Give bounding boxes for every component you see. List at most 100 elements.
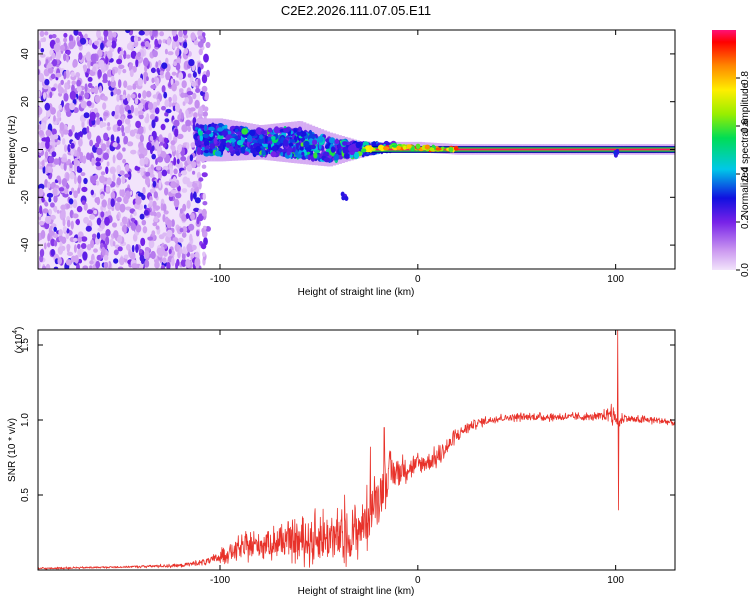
noise-blob — [196, 230, 200, 237]
carrier-blob — [406, 144, 412, 149]
noise-blob — [159, 250, 163, 258]
noise-blob — [149, 30, 153, 37]
noise-blob — [166, 229, 173, 238]
noise-blob — [192, 182, 198, 188]
noise-blob — [83, 216, 90, 224]
band-blob — [248, 129, 256, 136]
noise-blob — [44, 201, 49, 207]
band-blob — [255, 145, 261, 153]
noise-blob — [141, 219, 147, 226]
band-blob — [240, 146, 246, 154]
noise-blob — [145, 171, 151, 177]
noise-blob — [96, 147, 103, 156]
noise-blob — [181, 188, 188, 193]
noise-blob — [202, 201, 208, 206]
noise-blob — [95, 165, 102, 171]
noise-blob — [201, 208, 207, 217]
band-blob — [224, 124, 228, 129]
noise-blob — [62, 192, 69, 198]
noise-blob — [81, 127, 88, 135]
noise-blob — [52, 187, 58, 197]
noise-blob — [53, 205, 58, 213]
noise-blob — [76, 79, 81, 87]
spectrogram-y-tick-label: 20 — [20, 96, 31, 108]
noise-blob — [189, 233, 193, 242]
noise-blob — [150, 84, 157, 90]
band-blob — [325, 138, 330, 143]
noise-blob — [134, 107, 139, 116]
noise-blob — [102, 102, 107, 110]
noise-blob — [107, 197, 111, 206]
noise-blob — [152, 222, 158, 227]
noise-blob — [176, 133, 184, 139]
noise-blob — [128, 249, 132, 257]
noise-blob — [102, 152, 109, 160]
noise-blob — [45, 215, 52, 224]
noise-blob — [164, 137, 168, 144]
snr-scale-prefix: (x10 — [14, 333, 25, 353]
snr-series-line — [38, 330, 675, 570]
noise-blob — [55, 37, 60, 44]
carrier-blob — [369, 146, 374, 151]
noise-blob — [60, 79, 64, 86]
noise-blob — [72, 213, 79, 219]
noise-blob — [77, 258, 83, 264]
band-blob — [327, 155, 332, 159]
band-blob — [300, 131, 307, 137]
carrier-blob — [453, 145, 459, 151]
noise-blob — [205, 41, 211, 49]
noise-blob — [80, 100, 87, 109]
noise-blob — [98, 59, 105, 69]
band-blob — [261, 149, 266, 156]
noise-blob — [53, 158, 60, 165]
noise-blob — [89, 265, 93, 269]
noise-blob — [53, 115, 56, 122]
band-blob — [196, 140, 200, 148]
noise-blob — [87, 131, 92, 140]
band-blob — [344, 153, 350, 158]
noise-blob — [70, 142, 75, 149]
noise-blob — [89, 214, 96, 220]
noise-blob — [126, 85, 133, 91]
noise-blob — [133, 211, 137, 216]
noise-blob — [103, 30, 109, 37]
noise-blob — [171, 145, 176, 152]
band-blob — [299, 146, 304, 151]
band-blob — [330, 146, 336, 153]
noise-blob — [91, 157, 95, 166]
noise-blob — [154, 116, 159, 123]
noise-blob — [51, 128, 57, 136]
noise-blob — [135, 224, 142, 233]
noise-blob — [145, 76, 149, 82]
noise-blob — [176, 150, 179, 158]
noise-blob — [45, 129, 52, 137]
noise-blob — [112, 142, 118, 148]
carrier-blob — [424, 144, 430, 150]
noise-blob — [63, 188, 69, 195]
noise-blob — [152, 50, 158, 58]
noise-blob — [119, 170, 125, 176]
noise-blob — [178, 36, 184, 43]
noise-blob — [90, 189, 95, 196]
noise-blob — [87, 82, 93, 88]
noise-blob — [38, 187, 44, 197]
noise-blob — [140, 41, 146, 47]
noise-blob — [38, 183, 45, 190]
noise-blob — [137, 125, 144, 135]
snr-y-label: SNR (10 * v/v) — [7, 418, 18, 482]
noise-blob — [197, 35, 204, 40]
band-blob — [208, 126, 215, 132]
noise-blob — [45, 263, 51, 269]
noise-blob — [190, 212, 195, 221]
noise-blob — [122, 147, 126, 152]
noise-blob — [160, 150, 167, 159]
noise-blob — [110, 79, 116, 89]
noise-blob — [138, 145, 145, 154]
noise-blob — [138, 153, 145, 160]
noise-blob — [127, 141, 134, 147]
noise-blob — [116, 196, 122, 203]
noise-blob — [96, 135, 101, 145]
noise-blob — [119, 189, 123, 197]
noise-blob — [112, 173, 116, 182]
noise-blob — [162, 257, 167, 264]
